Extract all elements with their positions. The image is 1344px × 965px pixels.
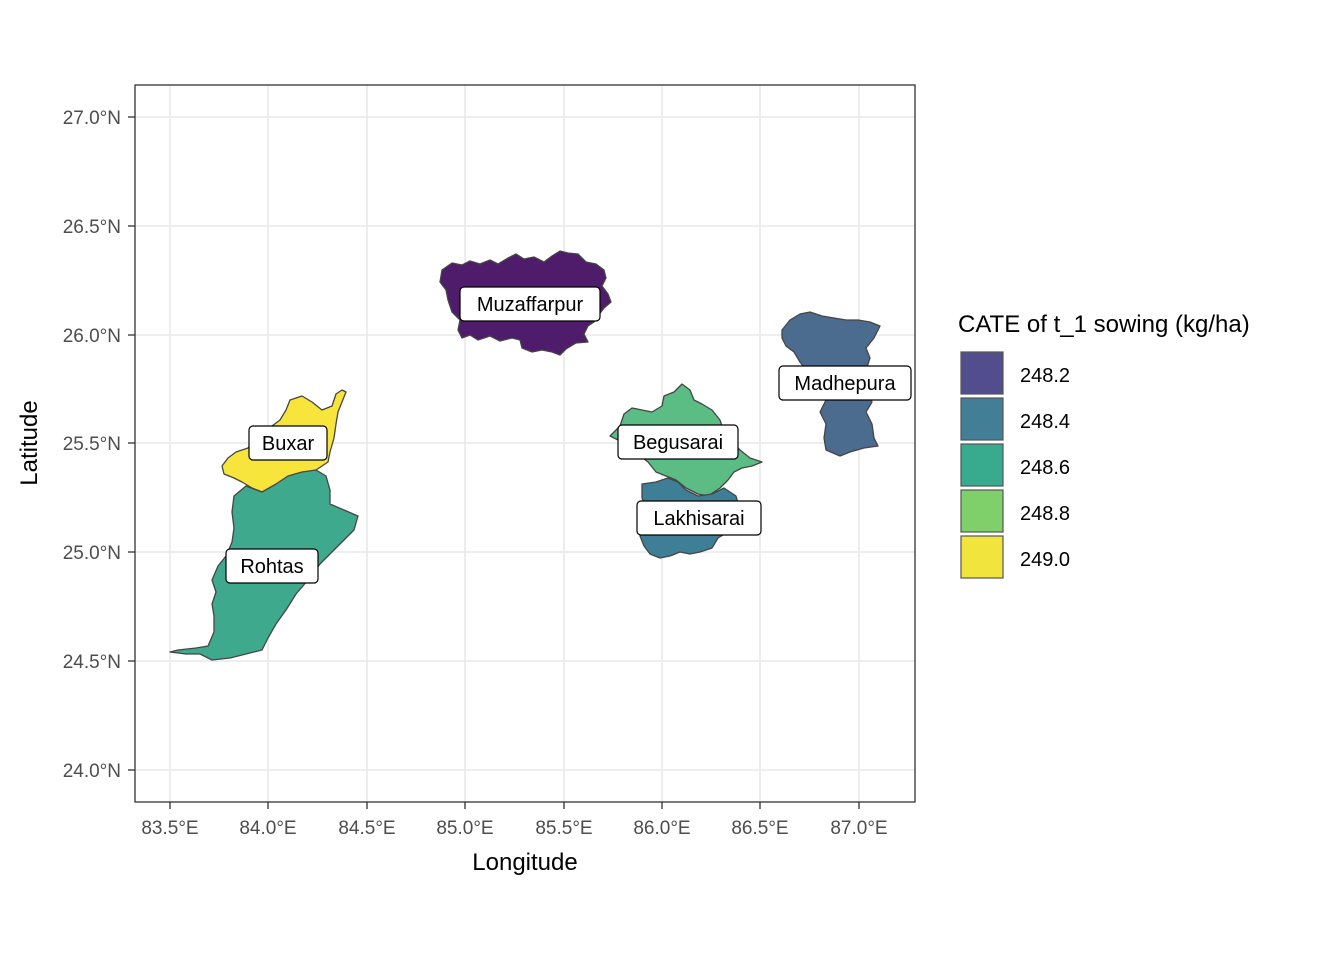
x-tick-label: 84.0°E [239, 818, 296, 839]
y-axis [128, 116, 135, 771]
legend: CATE of t_1 sowing (kg/ha) 248.2 248.4 2… [958, 311, 1250, 579]
label-box-begusarai [617, 424, 739, 460]
x-tick-label: 83.5°E [141, 818, 198, 839]
legend-swatch [960, 351, 1004, 395]
label-rohtas: Rohtas [240, 556, 303, 578]
label-box-rohtas [225, 548, 319, 584]
label-box-muzaffarpur [459, 286, 601, 322]
x-tick-label: 86.5°E [731, 818, 788, 839]
label-buxar: Buxar [262, 433, 315, 455]
label-lakhisarai: Lakhisarai [653, 508, 744, 530]
x-tick-label: 86.0°E [633, 818, 690, 839]
legend-label: 249.0 [1020, 549, 1070, 571]
y-tick-label: 25.5°N [63, 434, 121, 455]
label-box-lakhisarai [636, 500, 762, 536]
y-tick-label: 26.0°N [63, 326, 121, 347]
label-box-madhepura [778, 365, 912, 401]
x-tick-label: 84.5°E [338, 818, 395, 839]
label-begusarai: Begusarai [633, 432, 723, 454]
y-tick-label: 25.0°N [63, 543, 121, 564]
x-tick-labels: 83.5°E 84.0°E 84.5°E 85.0°E 85.5°E 86.0°… [141, 818, 887, 839]
x-axis [169, 802, 860, 809]
label-madhepura: Madhepura [794, 373, 896, 395]
y-tick-label: 26.5°N [63, 217, 121, 238]
y-tick-label: 27.0°N [63, 108, 121, 129]
legend-swatch [960, 535, 1004, 579]
x-tick-label: 85.0°E [436, 818, 493, 839]
legend-label: 248.8 [1020, 503, 1070, 525]
gridlines [135, 85, 915, 802]
legend-label: 248.2 [1020, 365, 1070, 387]
legend-swatch [960, 489, 1004, 533]
y-tick-labels: 24.0°N 24.5°N 25.0°N 25.5°N 26.0°N 26.5°… [63, 108, 121, 782]
x-tick-label: 85.5°E [535, 818, 592, 839]
y-tick-label: 24.5°N [63, 652, 121, 673]
label-muzaffarpur: Muzaffarpur [477, 294, 584, 316]
legend-label: 248.6 [1020, 457, 1070, 479]
legend-title: CATE of t_1 sowing (kg/ha) [958, 311, 1250, 338]
legend-swatch [960, 443, 1004, 487]
legend-label: 248.4 [1020, 411, 1070, 433]
x-tick-label: 87.0°E [830, 818, 887, 839]
label-box-buxar [248, 425, 328, 461]
x-axis-title: Longitude [472, 849, 577, 876]
district-labels: Muzaffarpur Madhepura Buxar Rohtas Begus… [225, 286, 912, 584]
y-tick-label: 24.0°N [63, 761, 121, 782]
legend-swatch [960, 397, 1004, 441]
y-axis-title: Latitude [16, 400, 43, 485]
